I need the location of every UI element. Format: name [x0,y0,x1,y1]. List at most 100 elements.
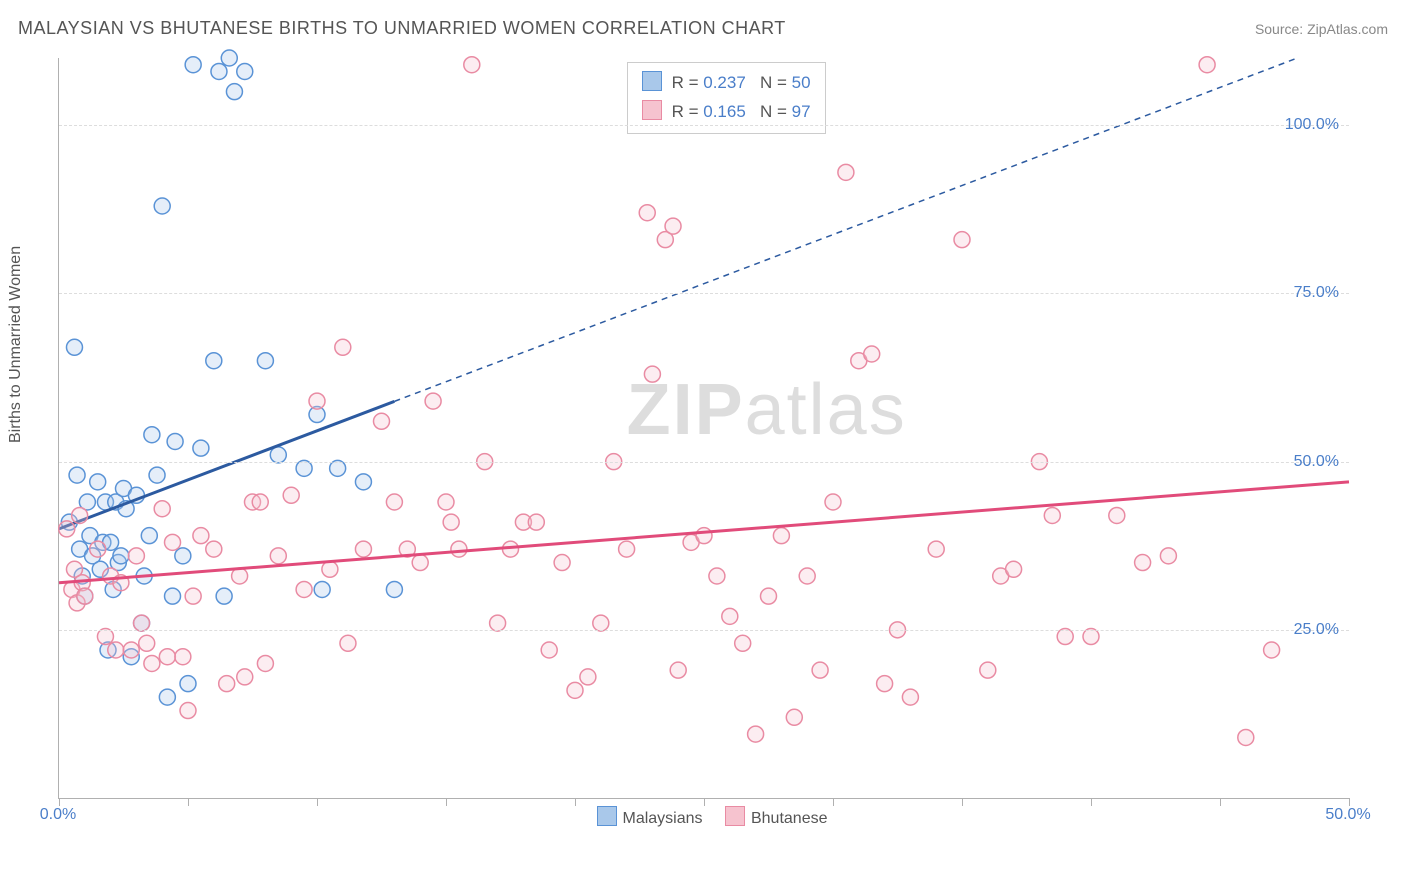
y-tick-label: 75.0% [1294,284,1339,302]
x-tick [317,798,318,806]
x-tick [833,798,834,806]
data-point [425,393,441,409]
data-point [670,662,686,678]
data-point [221,50,237,66]
data-point [665,218,681,234]
data-point [451,541,467,557]
data-point [786,709,802,725]
data-point [639,205,655,221]
data-point [149,467,165,483]
data-point [144,655,160,671]
x-tick [59,798,60,806]
data-point [330,460,346,476]
data-point [90,541,106,557]
data-point [443,514,459,530]
data-point [270,447,286,463]
stats-r-value: 0.237 [703,73,746,92]
data-point [296,581,312,597]
data-point [580,669,596,685]
gridline [59,630,1349,631]
x-tick [1349,798,1350,806]
data-point [154,501,170,517]
data-point [1135,555,1151,571]
data-point [216,588,232,604]
gridline [59,125,1349,126]
x-tick [188,798,189,806]
data-point [180,703,196,719]
data-point [799,568,815,584]
chart-title: MALAYSIAN VS BHUTANESE BIRTHS TO UNMARRI… [18,18,786,39]
data-point [735,635,751,651]
data-point [237,669,253,685]
stats-n-value: 97 [792,102,811,121]
data-point [825,494,841,510]
data-point [1264,642,1280,658]
data-point [438,494,454,510]
data-point [128,548,144,564]
data-point [386,581,402,597]
data-point [386,494,402,510]
stats-legend-row: R = 0.165 N = 97 [642,98,811,127]
data-point [1199,57,1215,73]
data-point [283,487,299,503]
y-tick-label: 25.0% [1294,621,1339,639]
legend-label-bhutanese: Bhutanese [751,810,828,827]
legend-label-malaysians: Malaysians [623,810,703,827]
data-point [954,232,970,248]
legend-swatch-malaysians [597,806,617,826]
data-point [761,588,777,604]
data-point [1006,561,1022,577]
data-point [165,588,181,604]
data-point [541,642,557,658]
gridline [59,293,1349,294]
x-tick-label: 0.0% [40,806,76,824]
x-tick [575,798,576,806]
data-point [69,467,85,483]
x-tick [1091,798,1092,806]
data-point [139,635,155,651]
stats-n-value: 50 [792,73,811,92]
data-point [226,84,242,100]
data-point [97,629,113,645]
data-point [322,561,338,577]
stats-r-value: 0.165 [703,102,746,121]
data-point [748,726,764,742]
data-point [464,57,480,73]
x-tick [704,798,705,806]
data-point [141,528,157,544]
data-point [877,676,893,692]
data-point [838,164,854,180]
data-point [314,581,330,597]
y-tick-label: 100.0% [1285,116,1339,134]
data-point [644,366,660,382]
data-point [257,353,273,369]
data-point [812,662,828,678]
data-point [296,460,312,476]
data-point [206,353,222,369]
data-point [593,615,609,631]
gridline [59,462,1349,463]
data-point [722,608,738,624]
data-point [309,393,325,409]
data-point [567,682,583,698]
source-label: Source: [1255,21,1307,37]
data-point [59,521,75,537]
data-point [270,548,286,564]
chart-header: MALAYSIAN VS BHUTANESE BIRTHS TO UNMARRI… [0,0,1406,45]
data-point [108,642,124,658]
x-tick [1220,798,1221,806]
data-point [773,528,789,544]
trend-line-extrapolated [394,58,1297,401]
data-point [154,198,170,214]
data-point [66,339,82,355]
data-point [1160,548,1176,564]
data-point [1044,507,1060,523]
data-point [180,676,196,692]
data-point [340,635,356,651]
data-point [123,642,139,658]
chart-container: Births to Unmarried Women ZIPatlas R = 0… [18,48,1388,838]
data-point [355,474,371,490]
data-point [1083,629,1099,645]
x-tick-label: 50.0% [1325,806,1370,824]
data-point [77,588,93,604]
